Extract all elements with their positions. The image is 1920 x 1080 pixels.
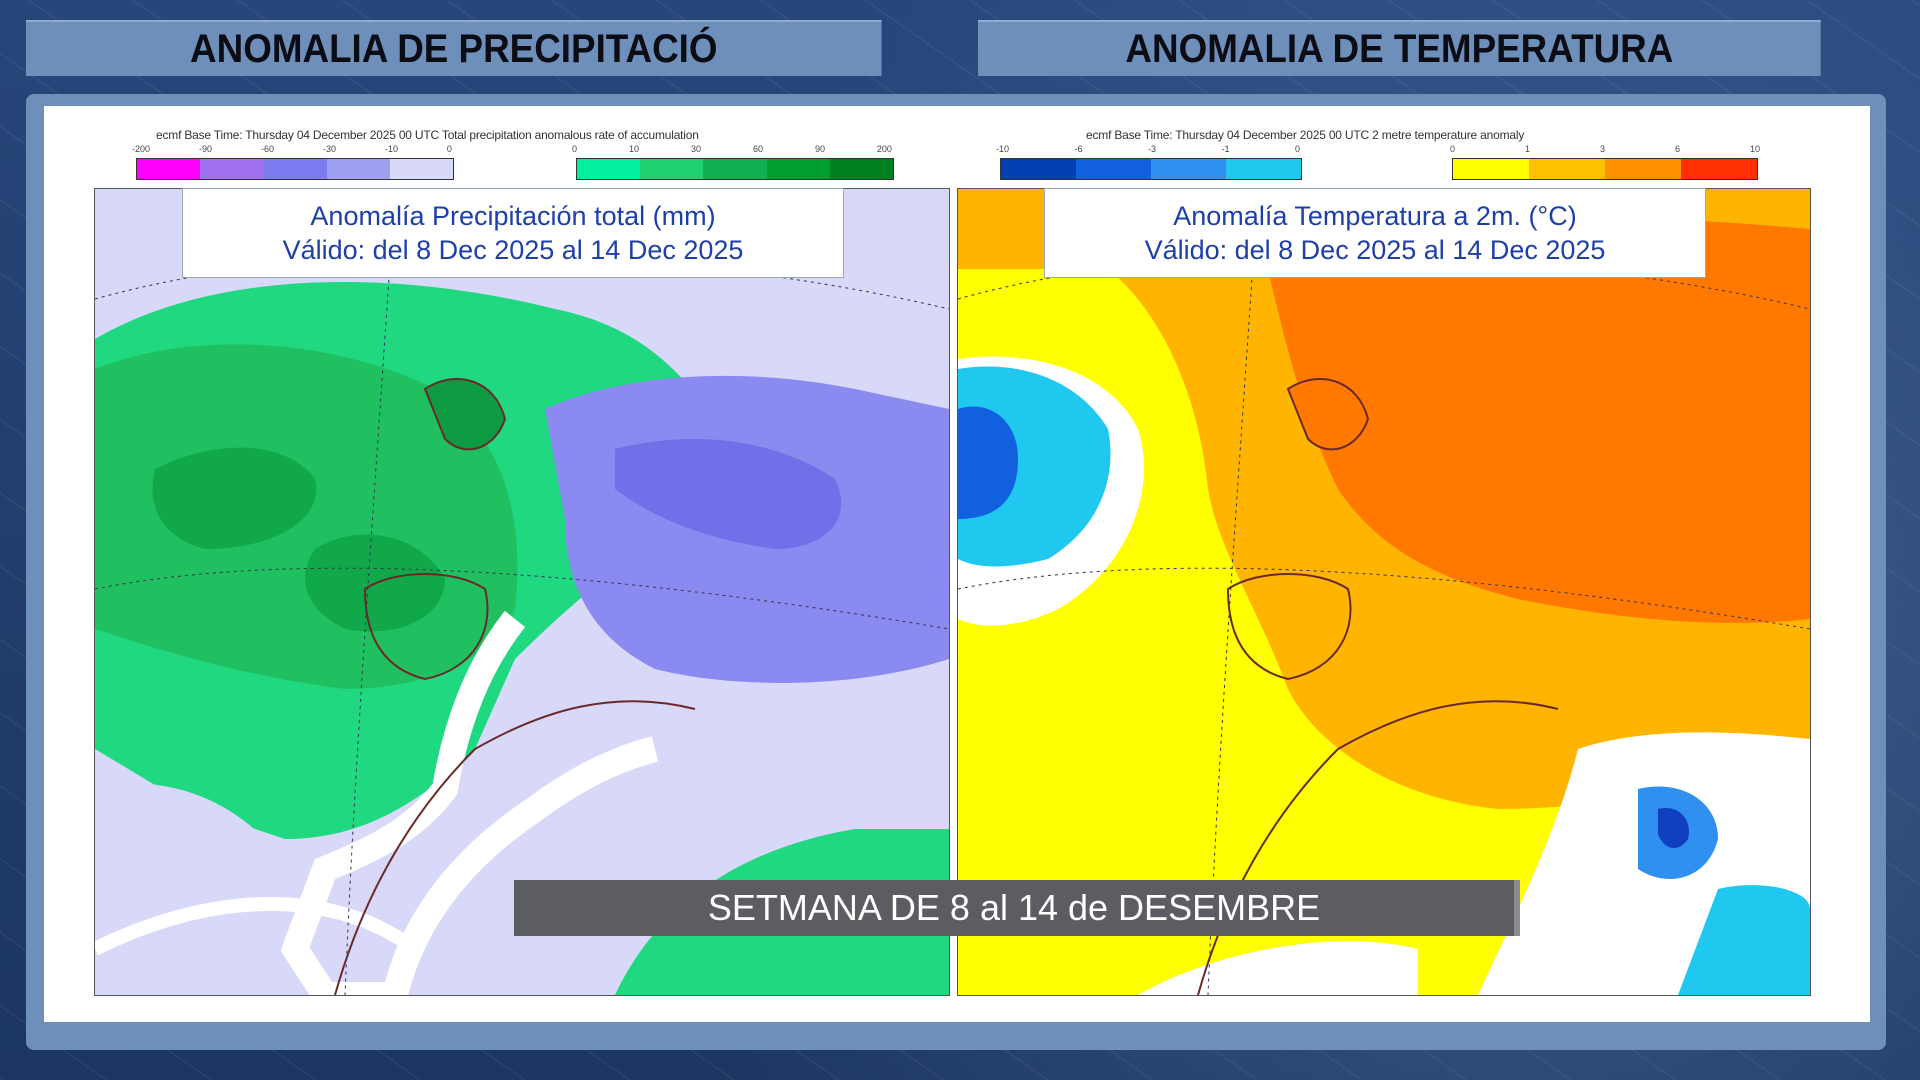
- temperature-header: ANOMALIA DE TEMPERATURA: [978, 20, 1821, 76]
- temp-title-line1: Anomalía Temperatura a 2m. (°C): [1173, 201, 1577, 231]
- tick: 0: [1450, 144, 1456, 154]
- colorbar-segment: [766, 159, 830, 179]
- tick: -3: [1147, 144, 1156, 154]
- tick: -1: [1221, 144, 1230, 154]
- colorbar-segment: [1001, 159, 1076, 179]
- tick: 0: [572, 144, 578, 154]
- tick: 0: [1294, 144, 1300, 154]
- tick: -10: [996, 144, 1010, 154]
- tick: 6: [1674, 144, 1680, 154]
- colorbar-segment: [1226, 159, 1301, 179]
- tick: -90: [198, 144, 212, 154]
- temperature-anomaly-map: [957, 188, 1811, 996]
- tick: 10: [1749, 144, 1760, 154]
- tick: 200: [876, 144, 892, 154]
- tick: -30: [322, 144, 336, 154]
- colorbar-segment: [389, 159, 454, 179]
- tick: -200: [132, 144, 151, 154]
- precipitation-anomaly-map: [94, 188, 950, 996]
- tick: -60: [260, 144, 274, 154]
- precip-negative-ticks: -200 -90 -60 -30 -10 0: [132, 144, 452, 154]
- tick: 3: [1599, 144, 1605, 154]
- precipitation-map-title: Anomalía Precipitación total (mm) Válido…: [182, 188, 844, 278]
- colorbar-segment: [200, 159, 264, 179]
- tick: 30: [690, 144, 701, 154]
- temp-negative-ticks: -10 -6 -3 -1 0: [996, 144, 1300, 154]
- week-banner: SETMANA DE 8 al 14 de DESEMBRE: [514, 880, 1520, 936]
- temp-title-line2: Válido: del 8 Dec 2025 al 14 Dec 2025: [1144, 235, 1606, 265]
- colorbar-segment: [1076, 159, 1151, 179]
- precip-legend-title: ecmf Base Time: Thursday 04 December 202…: [156, 128, 699, 142]
- colorbar-segment: [1453, 159, 1529, 179]
- tick: 10: [628, 144, 639, 154]
- colorbar-segment: [137, 159, 201, 179]
- colorbar-segment: [1151, 159, 1226, 179]
- precip-negative-colorbar: [136, 158, 454, 180]
- tick: -10: [384, 144, 398, 154]
- colorbar-segment: [829, 159, 894, 179]
- tick: -6: [1074, 144, 1083, 154]
- colorbar-segment: [577, 159, 641, 179]
- colorbar-segment: [263, 159, 327, 179]
- precip-title-line1: Anomalía Precipitación total (mm): [310, 201, 716, 231]
- colorbar-segment: [1681, 159, 1757, 179]
- colorbar-segment: [640, 159, 704, 179]
- temp-positive-ticks: 0 1 3 6 10: [1450, 144, 1760, 154]
- temp-legend-title: ecmf Base Time: Thursday 04 December 202…: [1086, 128, 1525, 142]
- temp-negative-colorbar: [1000, 158, 1302, 180]
- precipitation-header: ANOMALIA DE PRECIPITACIÓ: [26, 20, 882, 76]
- colorbar-segment: [1529, 159, 1605, 179]
- colorbar-segment: [1605, 159, 1681, 179]
- colorbar-segment: [326, 159, 390, 179]
- precip-positive-colorbar: [576, 158, 894, 180]
- tick: 60: [752, 144, 763, 154]
- tick: 90: [814, 144, 825, 154]
- tick: 0: [446, 144, 452, 154]
- tick: 1: [1524, 144, 1530, 154]
- precip-title-line2: Válido: del 8 Dec 2025 al 14 Dec 2025: [282, 235, 744, 265]
- temp-positive-colorbar: [1452, 158, 1758, 180]
- temperature-map-title: Anomalía Temperatura a 2m. (°C) Válido: …: [1044, 188, 1706, 278]
- precip-positive-ticks: 0 10 30 60 90 200: [572, 144, 892, 154]
- colorbar-segment: [703, 159, 767, 179]
